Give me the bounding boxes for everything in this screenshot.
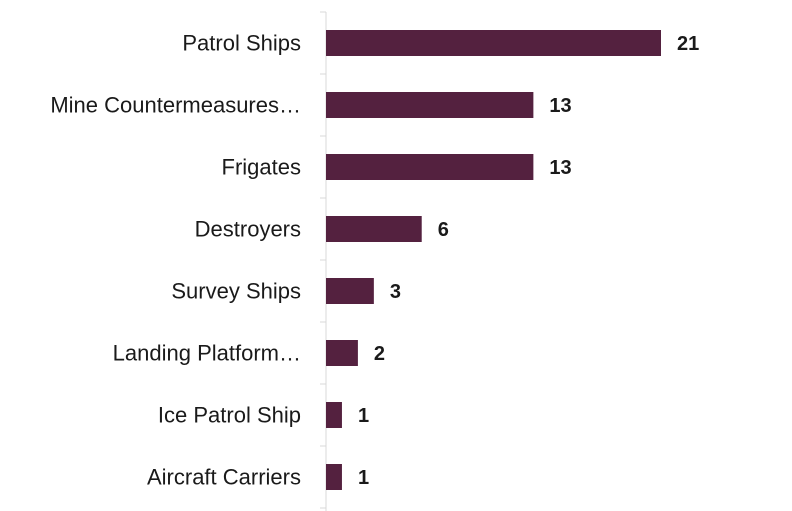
category-label: Landing Platform… [113,341,301,366]
data-label: 21 [677,33,699,55]
bar [326,278,374,304]
category-label: Aircraft Carriers [147,465,301,490]
category-label: Destroyers [195,217,301,242]
category-label: Mine Countermeasures… [50,93,301,118]
bar [326,30,661,56]
category-label: Survey Ships [171,279,301,304]
category-label: Frigates [222,155,301,180]
data-label: 13 [549,157,571,179]
category-label: Ice Patrol Ship [158,403,301,428]
data-label: 6 [438,219,449,241]
bar [326,402,342,428]
data-label: 3 [390,281,401,303]
bar [326,464,342,490]
bar [326,340,358,366]
category-label: Patrol Ships [182,31,301,56]
bar [326,216,422,242]
data-label: 1 [358,467,369,489]
data-label: 1 [358,405,369,427]
data-label: 2 [374,343,385,365]
data-label: 13 [549,95,571,117]
bar [326,154,534,180]
bar [326,92,534,118]
